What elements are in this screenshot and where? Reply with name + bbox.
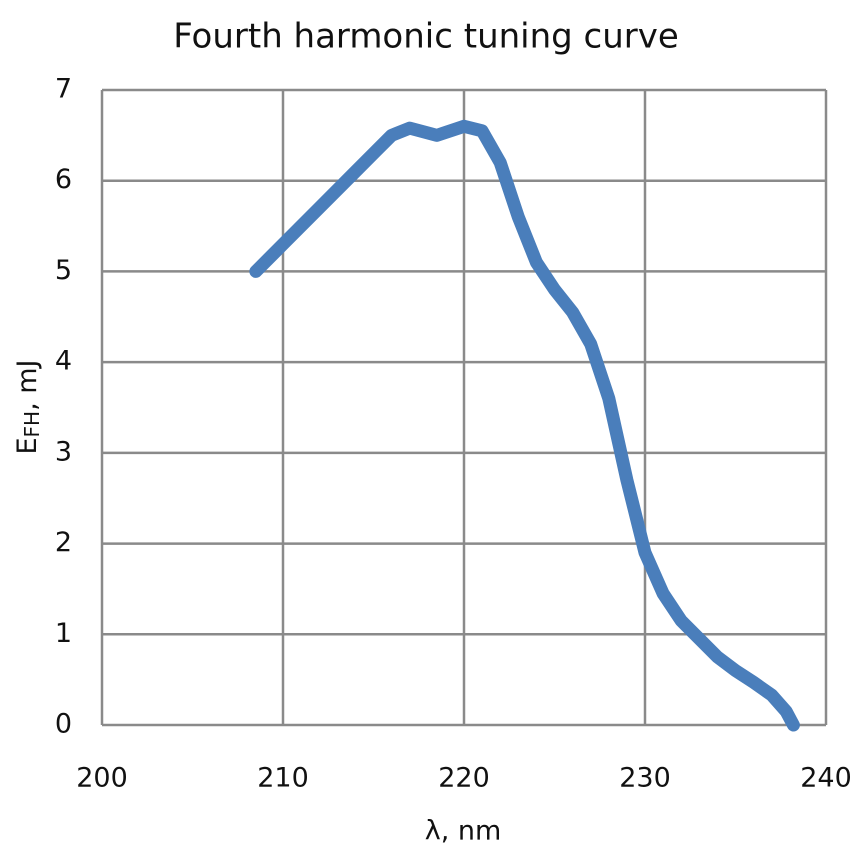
x-tick-label: 240	[800, 763, 852, 794]
y-tick-label: 6	[55, 164, 72, 195]
x-axis-label: λ, nm	[425, 816, 502, 847]
y-tick-label: 3	[55, 436, 72, 467]
y-label-main: E	[12, 437, 43, 454]
y-tick-label: 2	[55, 527, 72, 558]
x-tick-label: 210	[257, 763, 309, 794]
x-tick-label: 220	[438, 763, 490, 794]
y-axis-label: EFH, mJ	[12, 359, 44, 454]
y-tick-label: 4	[55, 346, 72, 377]
y-label-rest: , mJ	[12, 359, 43, 410]
chart-title: Fourth harmonic tuning curve	[173, 17, 679, 57]
data-line	[249, 119, 800, 732]
x-tick-label: 200	[76, 763, 128, 794]
x-tick-label: 230	[619, 763, 671, 794]
y-tick-label: 0	[55, 709, 72, 740]
y-tick-label: 5	[55, 255, 72, 286]
y-tick-label: 1	[55, 618, 72, 649]
y-label-sub: FH	[20, 411, 44, 438]
y-tick-label: 7	[55, 74, 72, 105]
